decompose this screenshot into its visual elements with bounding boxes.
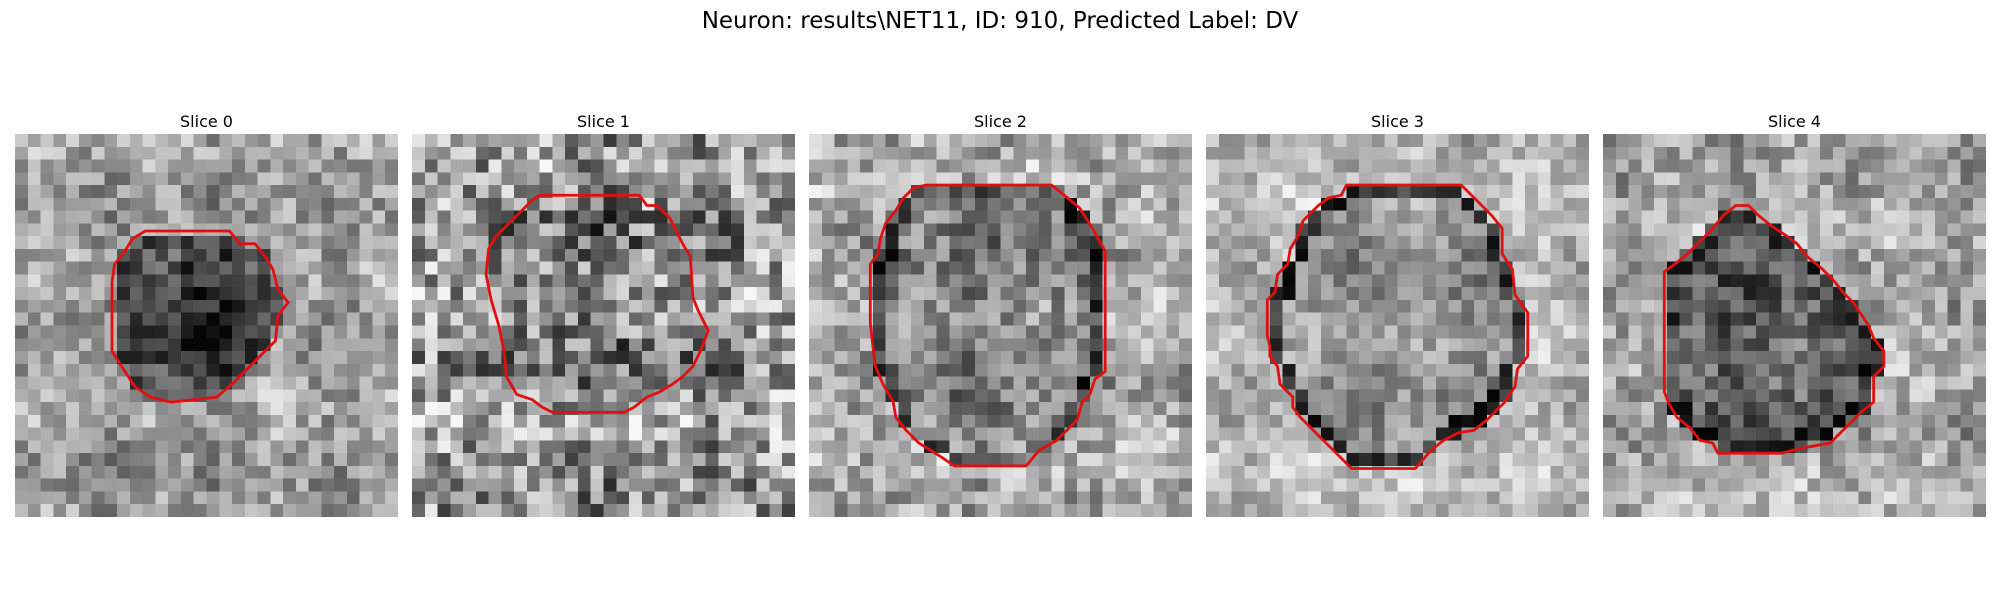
neuron-outline-3: [1265, 183, 1530, 470]
neuron-outline-2: [868, 183, 1107, 468]
neuron-outline-1: [484, 193, 710, 414]
slice-title-1: Slice 1: [577, 112, 630, 131]
slice-title-2: Slice 2: [974, 112, 1027, 131]
slice-image-2: [809, 134, 1192, 517]
slice-image-3: [1206, 134, 1589, 517]
slice-title-0: Slice 0: [180, 112, 233, 131]
slice-image-4: [1603, 134, 1986, 517]
slice-title-4: Slice 4: [1768, 112, 1821, 131]
slice-title-3: Slice 3: [1371, 112, 1424, 131]
slice-image-1: [412, 134, 795, 517]
slice-panel-1: Slice 1: [412, 112, 795, 517]
slice-panel-0: Slice 0: [15, 112, 398, 517]
slice-panel-2: Slice 2: [809, 112, 1192, 517]
slice-panel-4: Slice 4: [1603, 112, 1986, 517]
slice-panel-3: Slice 3: [1206, 112, 1589, 517]
neuron-outline-4: [1662, 204, 1886, 455]
slice-image-0: [15, 134, 398, 517]
neuron-outline-0: [110, 229, 290, 404]
figure-title: Neuron: results\NET11, ID: 910, Predicte…: [701, 8, 1299, 34]
